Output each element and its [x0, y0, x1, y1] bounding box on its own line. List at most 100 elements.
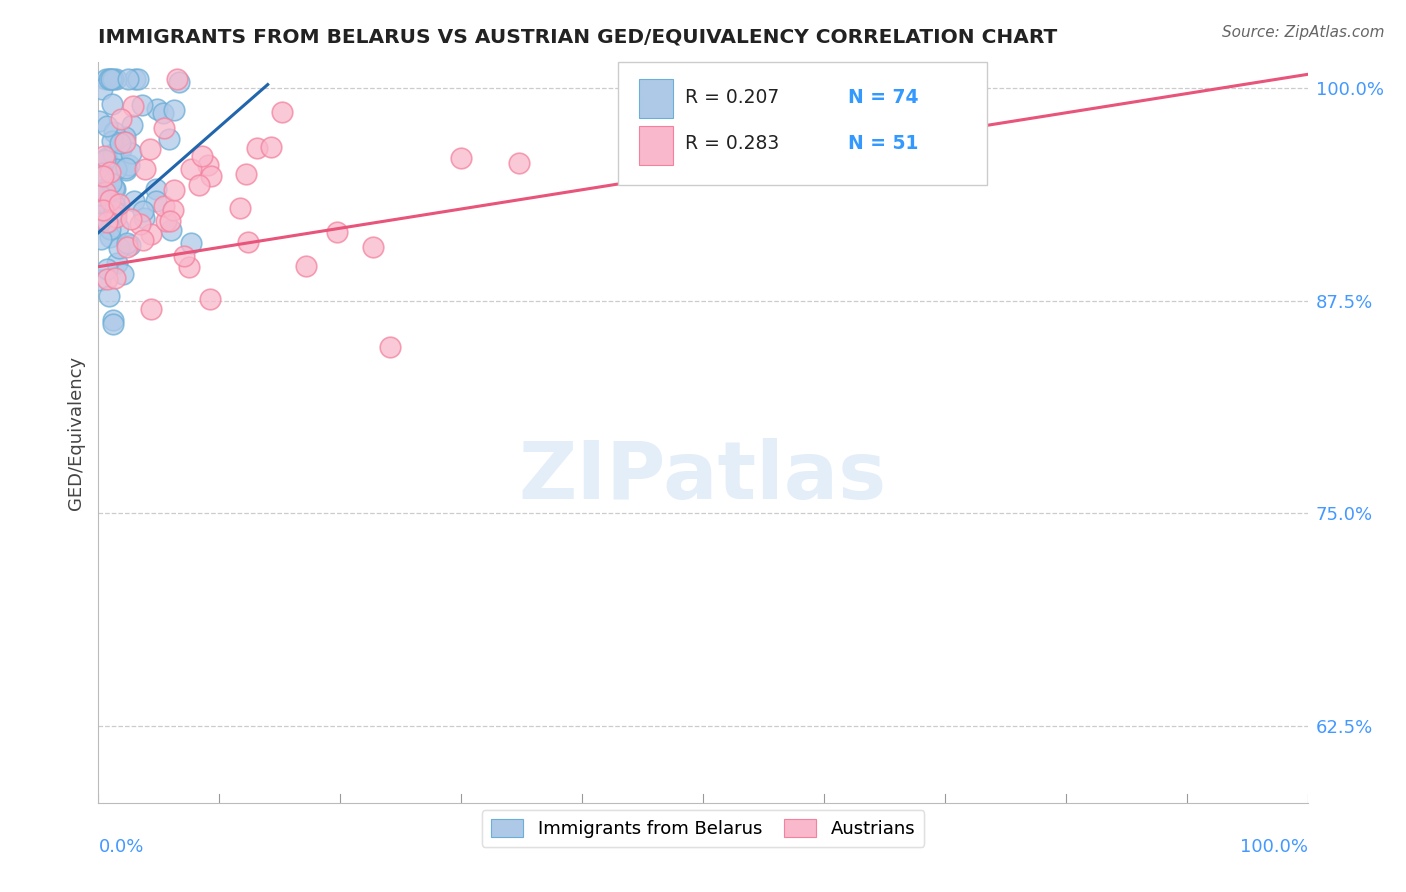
Point: [98, 230, 121, 244]
Point: [162, 202, 184, 217]
Point: [101, 206, 124, 220]
Text: N = 74: N = 74: [848, 87, 918, 107]
Point: [122, 194, 145, 209]
Point: [105, 72, 128, 87]
Point: [134, 161, 156, 176]
Point: [166, 72, 188, 87]
Point: [236, 235, 259, 250]
Point: [124, 72, 146, 87]
Point: [94, 186, 117, 200]
Point: [112, 135, 135, 149]
Point: [93, 182, 115, 196]
Point: [93, 195, 115, 210]
Point: [111, 267, 134, 281]
Point: [180, 235, 202, 250]
Point: [100, 96, 122, 111]
Point: [121, 118, 143, 132]
Point: [100, 165, 122, 179]
Point: [89, 188, 111, 202]
Point: [145, 102, 167, 116]
Point: [115, 240, 138, 254]
Point: [96, 120, 118, 134]
Point: [101, 313, 124, 327]
Point: [131, 98, 153, 112]
Point: [110, 112, 132, 126]
Point: [361, 240, 384, 254]
Point: [90, 165, 112, 179]
Point: [96, 272, 118, 286]
Point: [180, 162, 202, 177]
Point: [145, 181, 167, 195]
Point: [96, 215, 118, 229]
Point: [103, 317, 125, 331]
Point: [163, 183, 186, 197]
Point: [89, 190, 111, 204]
Point: [105, 205, 128, 219]
Point: [100, 176, 122, 190]
Point: [450, 152, 472, 166]
Point: [94, 153, 117, 167]
Point: [87, 114, 110, 128]
Point: [96, 151, 118, 165]
Point: [873, 138, 896, 153]
Point: [145, 194, 167, 208]
Point: [159, 214, 181, 228]
Point: [98, 193, 121, 207]
Point: [93, 149, 115, 163]
Point: [110, 142, 132, 156]
Point: [104, 271, 127, 285]
Point: [96, 215, 118, 229]
Point: [139, 142, 162, 156]
Point: [114, 135, 136, 149]
Point: [108, 197, 131, 211]
Point: [163, 103, 186, 117]
Point: [132, 211, 155, 225]
Point: [173, 249, 195, 263]
Point: [118, 238, 141, 252]
Point: [160, 223, 183, 237]
Point: [103, 204, 125, 219]
Point: [89, 273, 111, 287]
Point: [108, 241, 131, 255]
Point: [108, 136, 131, 151]
Point: [107, 220, 129, 235]
Point: [104, 182, 127, 196]
Point: [326, 225, 349, 239]
Point: [94, 72, 117, 87]
Y-axis label: GED/Equivalency: GED/Equivalency: [66, 356, 84, 509]
Point: [187, 178, 209, 193]
Text: 0.0%: 0.0%: [98, 838, 143, 856]
Point: [114, 129, 136, 144]
Point: [235, 167, 257, 181]
Point: [115, 161, 138, 176]
Point: [271, 104, 294, 119]
Point: [620, 162, 643, 177]
Point: [91, 203, 114, 218]
Point: [97, 289, 120, 303]
Point: [200, 169, 222, 183]
Point: [157, 132, 180, 146]
Point: [169, 75, 191, 89]
Point: [121, 99, 143, 113]
Point: [132, 204, 155, 219]
Point: [104, 211, 127, 225]
Point: [200, 292, 222, 306]
Point: [104, 197, 127, 211]
Point: [141, 302, 163, 317]
Point: [132, 233, 155, 247]
Point: [153, 199, 176, 213]
Point: [197, 158, 219, 172]
Point: [378, 341, 401, 355]
Text: R = 0.283: R = 0.283: [685, 135, 779, 153]
Point: [139, 227, 162, 241]
Point: [118, 158, 141, 172]
Point: [96, 261, 118, 276]
Point: [120, 212, 142, 227]
Point: [98, 72, 121, 87]
Point: [152, 121, 174, 136]
Point: [101, 147, 124, 161]
Point: [294, 259, 316, 273]
Point: [103, 72, 125, 87]
Point: [191, 149, 214, 163]
Point: [129, 218, 152, 232]
